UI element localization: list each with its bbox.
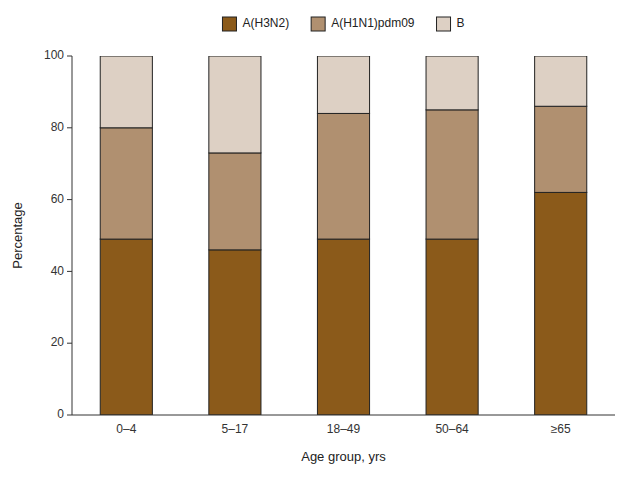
bar-segment xyxy=(535,106,587,192)
bar-segment xyxy=(100,239,152,415)
legend-swatch xyxy=(311,17,325,31)
y-tick xyxy=(67,415,72,416)
y-tick-label: 40 xyxy=(51,264,65,278)
bar-segment xyxy=(209,250,261,415)
y-tick-label: 0 xyxy=(57,407,64,421)
chart-svg: 0 20 40 60 80 100 0–4 5–17 18–49 50–64 ≥65 Age grou… xyxy=(0,0,635,479)
legend: A(H3N2) A(H1N1)pdm09 B xyxy=(222,16,464,31)
y-tick-label: 80 xyxy=(51,120,65,134)
legend-label: A(H3N2) xyxy=(242,16,289,30)
legend-label: B xyxy=(457,16,465,30)
x-tick-label: 5–17 xyxy=(222,422,249,436)
x-tick-label: 18–49 xyxy=(327,422,361,436)
y-tick-label: 60 xyxy=(51,192,65,206)
bar-segment xyxy=(426,110,478,239)
bar-segment xyxy=(100,128,152,239)
bar-segment xyxy=(535,56,587,106)
bar-segment xyxy=(426,56,478,110)
x-tick-label: ≥65 xyxy=(551,422,571,436)
x-tick-label: 0–4 xyxy=(116,422,136,436)
bar-segment xyxy=(209,56,261,153)
y-axis-label: Percentage xyxy=(10,202,25,269)
bar-segment xyxy=(317,239,369,415)
y-tick-label: 20 xyxy=(51,335,65,349)
y-axis-line xyxy=(72,56,73,415)
x-axis-label: Age group, yrs xyxy=(301,449,386,464)
y-tick xyxy=(67,271,72,272)
x-tick-label: 50–64 xyxy=(435,422,469,436)
y-tick xyxy=(67,56,72,57)
bar-segment xyxy=(209,153,261,250)
y-tick-label: 100 xyxy=(44,48,64,62)
legend-swatch xyxy=(222,17,236,31)
y-tick xyxy=(67,199,72,200)
legend-label: A(H1N1)pdm09 xyxy=(331,16,415,30)
x-axis-line xyxy=(72,415,615,416)
bar-segment xyxy=(100,56,152,128)
bar-segment xyxy=(317,56,369,113)
bars xyxy=(100,56,587,415)
bar-segment xyxy=(535,192,587,415)
y-tick xyxy=(67,127,72,128)
bar-segment xyxy=(426,239,478,415)
legend-swatch xyxy=(437,17,451,31)
y-tick xyxy=(67,343,72,344)
chart-container: 0 20 40 60 80 100 0–4 5–17 18–49 50–64 ≥65 Age grou… xyxy=(0,0,635,479)
bar-segment xyxy=(317,113,369,239)
